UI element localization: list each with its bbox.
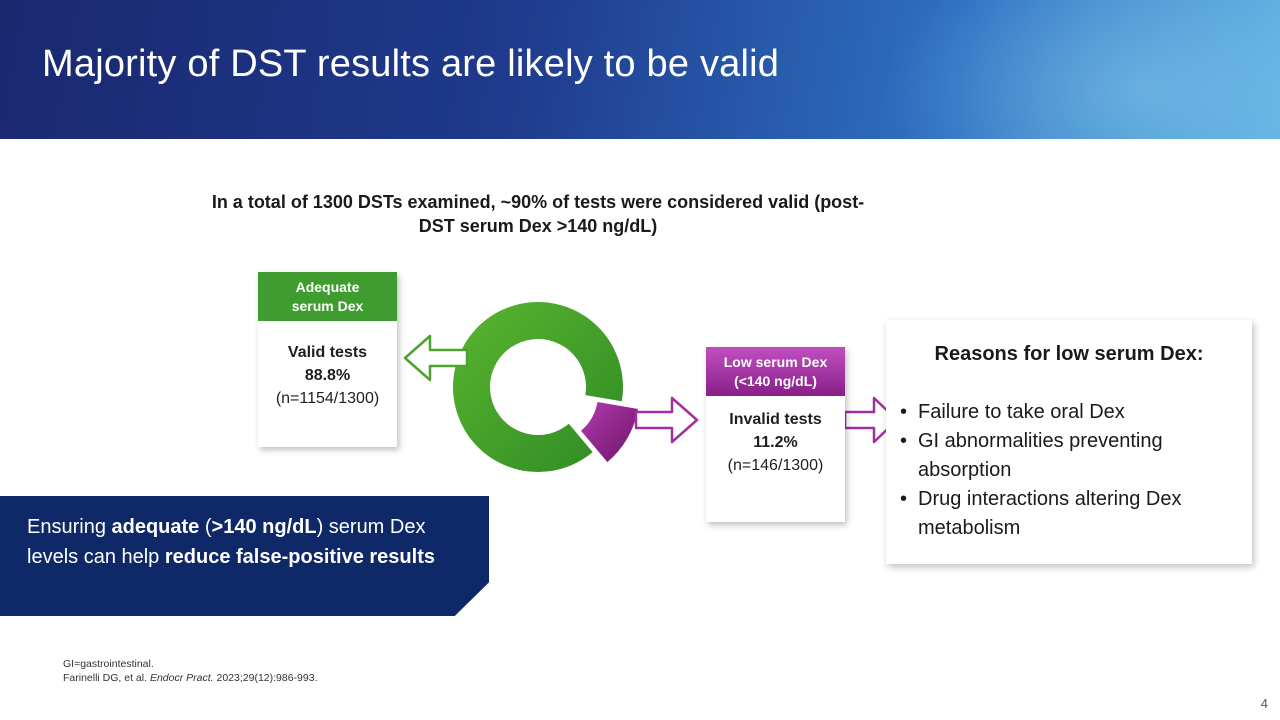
- valid-count: (n=1154/1300): [275, 390, 380, 407]
- footnote-reference: Farinelli DG, et al. Endocr Pract. 2023;…: [63, 671, 318, 685]
- invalid-label: Invalid tests: [729, 411, 822, 428]
- intro-text: In a total of 1300 DSTs examined, ~90% o…: [211, 192, 865, 236]
- reference-journal: Endocr Pract.: [149, 672, 214, 684]
- donut-slice-valid: [453, 302, 623, 472]
- valid-tests-card: Adequate serum Dex Valid tests 88.8% (n=1…: [258, 272, 397, 447]
- invalid-tests-card: Low serum Dex (<140 ng/dL) Invalid tests …: [706, 347, 845, 522]
- callout-text: (: [199, 516, 212, 538]
- callout-text: ) serum Dex levels can help: [27, 516, 426, 568]
- slide-title: Majority of DST results are likely to be…: [42, 43, 780, 85]
- valid-label: Valid tests: [287, 344, 368, 361]
- title-banner: Majority of DST results are likely to be…: [0, 0, 1280, 139]
- reasons-title: Reasons for low serum Dex:: [934, 343, 1204, 365]
- donut-slice-invalid: [580, 402, 638, 463]
- reference-details: 2023;29(12):986-993.: [213, 672, 318, 684]
- footnote: GI=gastrointestinal. Farinelli DG, et al…: [63, 657, 318, 685]
- reasons-list: Failure to take oral Dex GI abnormalitie…: [900, 398, 1240, 543]
- invalid-header-line1: Low serum Dex: [723, 353, 828, 370]
- reason-item: Drug interactions altering Dex metabolis…: [900, 485, 1240, 543]
- reason-item: GI abnormalities preventing absorption: [900, 427, 1240, 485]
- valid-card-header: Adequate serum Dex: [258, 272, 397, 321]
- footnote-abbreviation: GI=gastrointestinal.: [63, 658, 154, 670]
- arrow-right-icon: [634, 396, 699, 444]
- invalid-header-line2: (<140 ng/dL): [734, 372, 817, 389]
- reasons-box: Reasons for low serum Dex: Failure to ta…: [886, 320, 1252, 564]
- callout-emphasis: adequate: [111, 516, 200, 538]
- arrow-left-icon: [403, 334, 469, 382]
- valid-header-line1: Adequate: [295, 278, 360, 295]
- key-message-callout: Ensuring adequate (>140 ng/dL) serum Dex…: [0, 496, 489, 616]
- valid-percent: 88.8%: [304, 367, 351, 384]
- reference-authors: Farinelli DG, et al.: [63, 672, 150, 684]
- reason-item: Failure to take oral Dex: [900, 398, 1240, 427]
- callout-text: Ensuring: [27, 516, 112, 538]
- invalid-card-header: Low serum Dex (<140 ng/dL): [706, 347, 845, 396]
- callout-emphasis: reduce false-positive results: [164, 546, 435, 568]
- page-number: 4: [1260, 696, 1268, 711]
- valid-header-line2: serum Dex: [291, 297, 364, 314]
- callout-emphasis: >140 ng/dL: [211, 516, 317, 538]
- invalid-percent: 11.2%: [753, 434, 798, 451]
- invalid-count: (n=146/1300): [727, 457, 824, 474]
